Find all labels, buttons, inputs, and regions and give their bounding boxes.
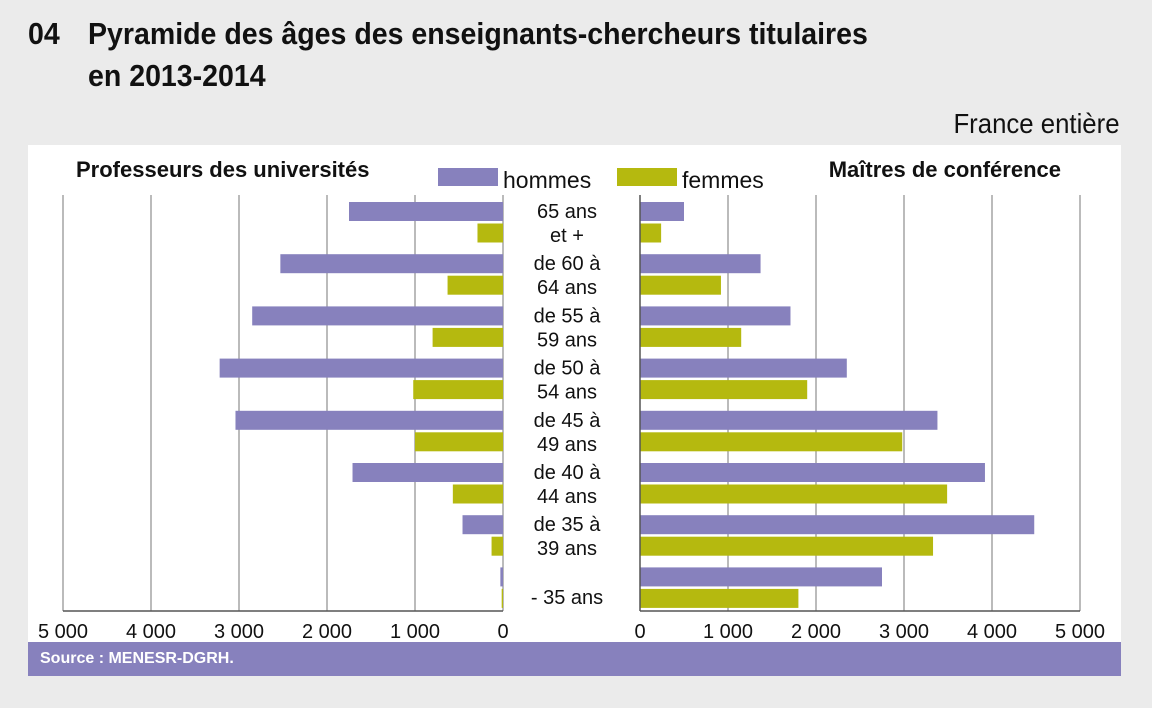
bar-right-hommes <box>640 567 882 587</box>
bar-left-femmes <box>477 223 503 243</box>
source-text: Source : MENESR-DGRH. <box>40 650 234 667</box>
bar-left-femmes <box>491 536 503 556</box>
legend-label-hommes: hommes <box>503 167 591 193</box>
right-tick-label: 2 000 <box>791 621 841 643</box>
right-tick-label: 4 000 <box>967 621 1017 643</box>
chart-title-line2: en 2013-2014 <box>88 58 266 93</box>
legend-label-femmes: femmes <box>682 167 764 193</box>
scope-label: France entière <box>953 108 1120 139</box>
left-tick-label: 5 000 <box>38 621 88 643</box>
bar-left-hommes <box>349 202 503 221</box>
bar-left-femmes <box>452 484 503 504</box>
age-label: - 35 ans <box>531 587 603 609</box>
age-label: 39 ans <box>537 538 597 560</box>
left-tick-label: 1 000 <box>390 621 440 643</box>
age-label: 49 ans <box>537 434 597 456</box>
bar-right-hommes <box>640 515 1035 535</box>
chart-title-line1: Pyramide des âges des enseignants-cherch… <box>88 16 868 51</box>
source-bar: Source : MENESR-DGRH. <box>28 642 1121 676</box>
right-panel-title: Maîtres de conférence <box>829 157 1061 182</box>
left-tick-label: 3 000 <box>214 621 264 643</box>
right-tick-label: 5 000 <box>1055 621 1105 643</box>
bar-right-hommes <box>640 358 847 378</box>
right-tick-label: 0 <box>634 621 645 643</box>
age-label: 65 ans <box>537 201 597 223</box>
bar-left-hommes <box>235 410 504 430</box>
bar-right-femmes <box>640 484 948 504</box>
bar-right-femmes <box>640 223 662 243</box>
bar-right-femmes <box>640 432 903 452</box>
legend-swatch-hommes <box>438 168 498 186</box>
bar-left-hommes <box>219 358 503 378</box>
figure-number: 04 <box>28 16 60 51</box>
bar-right-femmes <box>640 275 721 295</box>
left-tick-label: 0 <box>497 621 508 643</box>
right-tick-label: 3 000 <box>879 621 929 643</box>
bar-right-femmes <box>640 588 799 608</box>
age-label: de 50 à <box>534 358 602 380</box>
age-label: 54 ans <box>537 382 597 404</box>
age-label: de 45 à <box>534 410 602 432</box>
age-label: de 40 à <box>534 462 602 484</box>
bar-left-hommes <box>500 567 503 587</box>
age-label: 44 ans <box>537 486 597 508</box>
left-tick-label: 2 000 <box>302 621 352 643</box>
left-panel-title: Professeurs des universités <box>76 157 369 182</box>
bar-right-hommes <box>640 410 938 430</box>
bar-right-hommes <box>640 306 791 326</box>
bar-right-femmes <box>640 536 934 556</box>
bar-right-femmes <box>640 380 808 400</box>
bar-left-hommes <box>462 515 503 535</box>
age-label: 59 ans <box>537 329 597 351</box>
bar-left-femmes <box>501 588 503 608</box>
left-tick-label: 4 000 <box>126 621 176 643</box>
right-tick-label: 1 000 <box>703 621 753 643</box>
chart-panel <box>28 145 1121 642</box>
age-label: de 55 à <box>534 305 602 327</box>
bar-left-hommes <box>252 306 503 326</box>
bar-right-hommes <box>640 202 684 221</box>
bar-left-hommes <box>352 463 503 482</box>
age-label: de 60 à <box>534 253 602 275</box>
bar-right-hommes <box>640 463 985 482</box>
bar-right-hommes <box>640 254 761 274</box>
age-label: et + <box>550 225 584 247</box>
bar-left-femmes <box>415 432 503 452</box>
legend-swatch-femmes <box>617 168 677 186</box>
bar-left-femmes <box>432 327 503 347</box>
bar-left-femmes <box>447 275 503 295</box>
bar-left-femmes <box>413 380 503 400</box>
age-label: de 35 à <box>534 514 602 536</box>
bar-right-femmes <box>640 327 742 347</box>
bar-left-hommes <box>280 254 503 274</box>
age-label: 64 ans <box>537 277 597 299</box>
